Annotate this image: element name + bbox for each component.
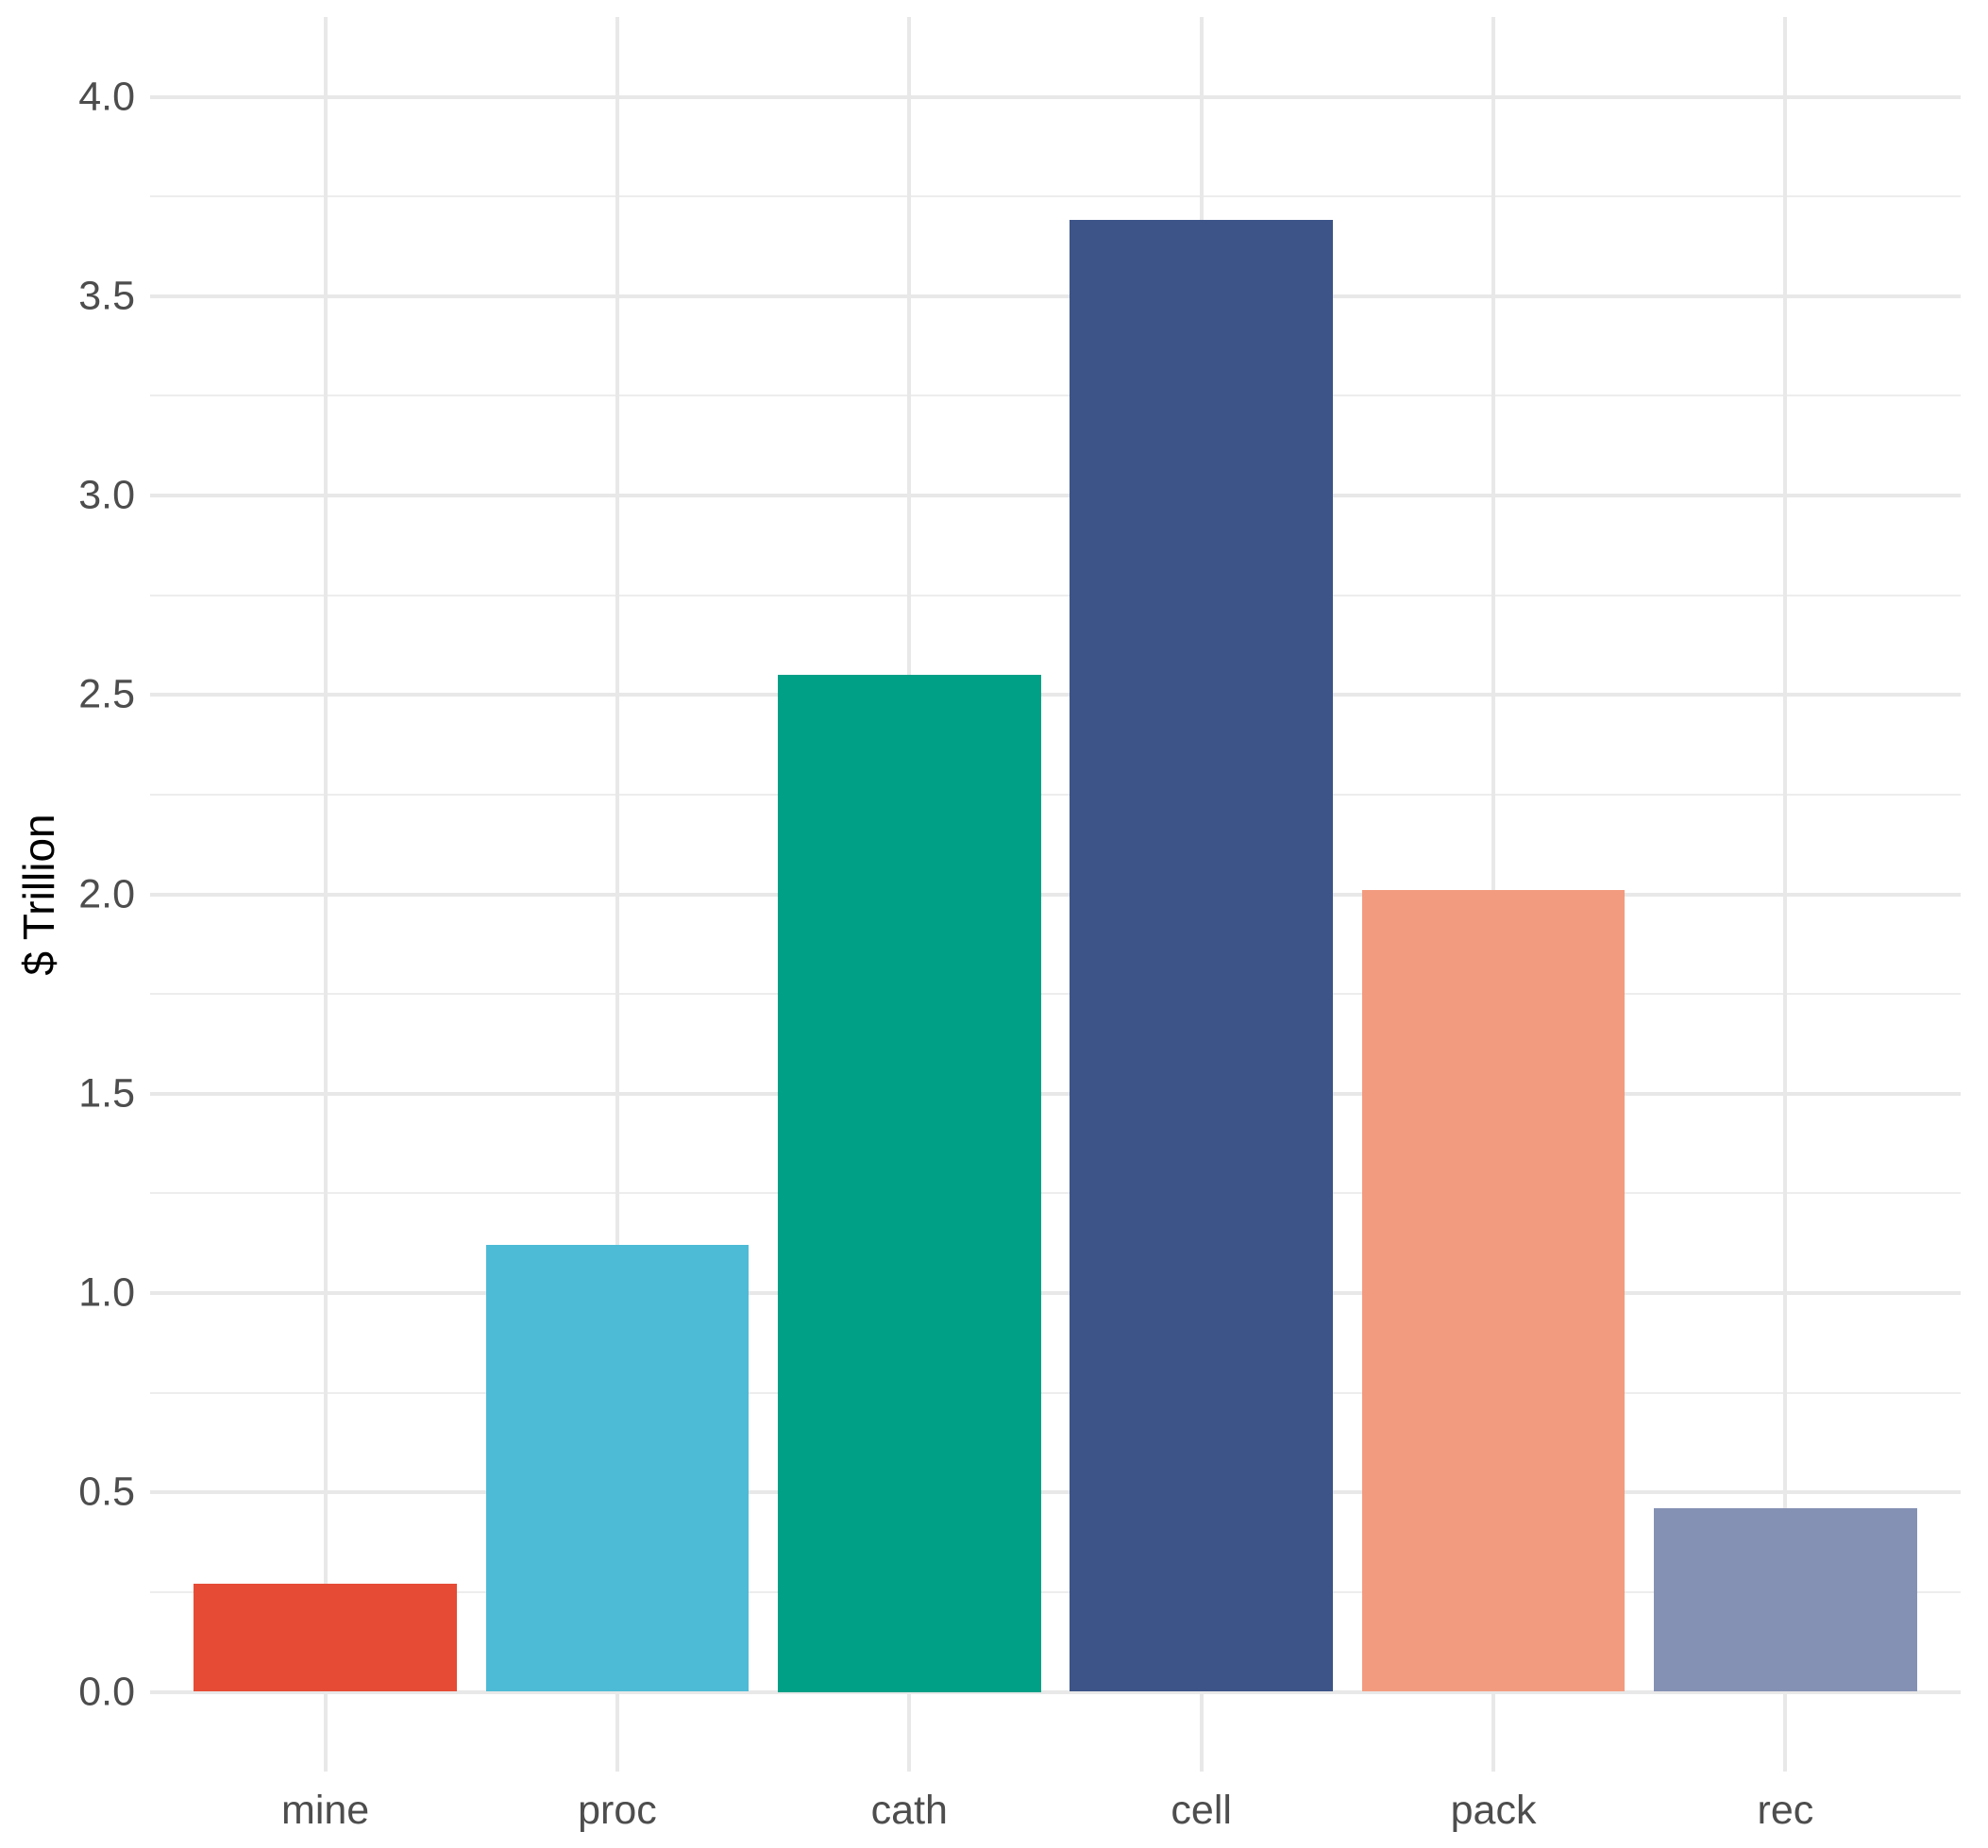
y-tick-label: 2.5	[78, 671, 135, 717]
minor-horizontal-gridline	[150, 1192, 1961, 1195]
bar-cell	[1070, 220, 1333, 1692]
x-tick-label-rec: rec	[1757, 1788, 1814, 1833]
vertical-gridline-proc	[615, 17, 619, 1772]
y-tick-label: 0.5	[78, 1469, 135, 1515]
vertical-gridline-mine	[323, 17, 328, 1772]
y-tick-label: 2.0	[78, 871, 135, 916]
y-tick-label: 1.0	[78, 1269, 135, 1316]
x-tick-label-cath: cath	[870, 1788, 948, 1833]
minor-horizontal-gridline	[150, 1391, 1961, 1394]
x-tick-label-mine: mine	[281, 1788, 370, 1833]
minor-horizontal-gridline	[150, 395, 1961, 397]
vertical-gridline-rec	[1783, 17, 1788, 1772]
bar-cath	[778, 675, 1041, 1692]
major-horizontal-gridline	[150, 494, 1961, 497]
minor-horizontal-gridline	[150, 594, 1961, 596]
x-tick-label-pack: pack	[1450, 1788, 1537, 1833]
plot-panel	[150, 17, 1961, 1772]
major-horizontal-gridline	[150, 1490, 1961, 1495]
minor-horizontal-gridline	[150, 793, 1961, 796]
minor-horizontal-gridline	[150, 993, 1961, 996]
major-horizontal-gridline	[150, 1091, 1961, 1096]
y-tick-label: 1.5	[78, 1070, 135, 1117]
major-horizontal-gridline	[150, 693, 1961, 697]
major-horizontal-gridline	[150, 892, 1961, 897]
y-tick-label: 0.0	[78, 1669, 135, 1714]
bar-mine	[194, 1584, 457, 1692]
bar-proc	[485, 1245, 750, 1692]
major-horizontal-gridline	[150, 1689, 1961, 1694]
y-tick-label: 3.0	[78, 472, 135, 518]
major-horizontal-gridline	[150, 294, 1961, 298]
bar-rec	[1654, 1508, 1917, 1692]
major-horizontal-gridline	[150, 1291, 1961, 1295]
bar-pack	[1361, 890, 1626, 1692]
y-tick-label: 3.5	[78, 273, 135, 319]
x-tick-label-cell: cell	[1171, 1788, 1232, 1833]
major-horizontal-gridline	[150, 94, 1961, 99]
minor-horizontal-gridline	[150, 195, 1961, 198]
y-tick-label: 4.0	[78, 74, 135, 119]
x-tick-label-proc: proc	[578, 1788, 657, 1833]
minor-horizontal-gridline	[150, 1590, 1961, 1593]
